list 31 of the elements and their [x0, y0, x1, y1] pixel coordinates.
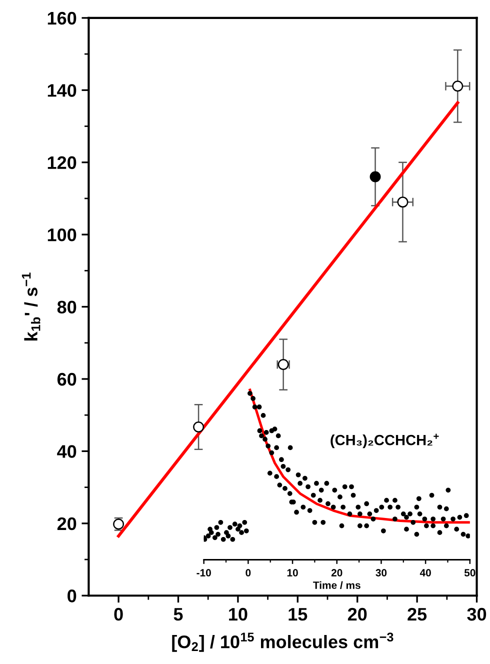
y-tick-label: 100: [48, 228, 76, 242]
y-tick-label: 40: [57, 445, 76, 458]
x-tick-label: 50: [464, 569, 476, 576]
x-tick-label: 10: [229, 608, 248, 621]
x-tick-label: 10: [287, 569, 298, 576]
x-tick-label: 15: [288, 608, 308, 621]
x-tick-label: -10: [196, 569, 211, 576]
x-tick-label: 0: [114, 608, 123, 621]
y-tick-label: 0: [68, 590, 76, 602]
point: [397, 196, 408, 208]
y-tick-label: 60: [57, 372, 76, 386]
y-tick-label: 160: [48, 12, 76, 25]
x-axis-title: [O$_{2}$] / 10$^{15}$ molecules cm$^{−3}$: [172, 632, 394, 652]
x-axis-title: Time / ms: [313, 581, 360, 590]
y-axis-title: k$_{1b}$' / s$^{−1}$: [22, 272, 40, 340]
point: [452, 80, 464, 92]
x-tick-label: 20: [331, 569, 342, 576]
y-tick-label: 120: [48, 156, 76, 170]
point: [370, 171, 381, 182]
x-tick-label: 0: [246, 569, 251, 576]
x-tick-label: 5: [174, 608, 183, 621]
x-tick-label: 20: [348, 608, 367, 621]
x-tick-label: 40: [420, 569, 431, 576]
x-tick-label: 30: [376, 569, 387, 576]
point: [193, 422, 204, 432]
annotation: (CH₃)₂CCHCH₂$^{+}$: [330, 434, 439, 448]
x-tick-label: 25: [408, 608, 427, 621]
y-tick-label: 80: [57, 300, 76, 314]
y-tick-label: 140: [48, 84, 76, 97]
y-tick-label: 20: [57, 517, 76, 530]
x-tick-label: 30: [467, 608, 486, 621]
